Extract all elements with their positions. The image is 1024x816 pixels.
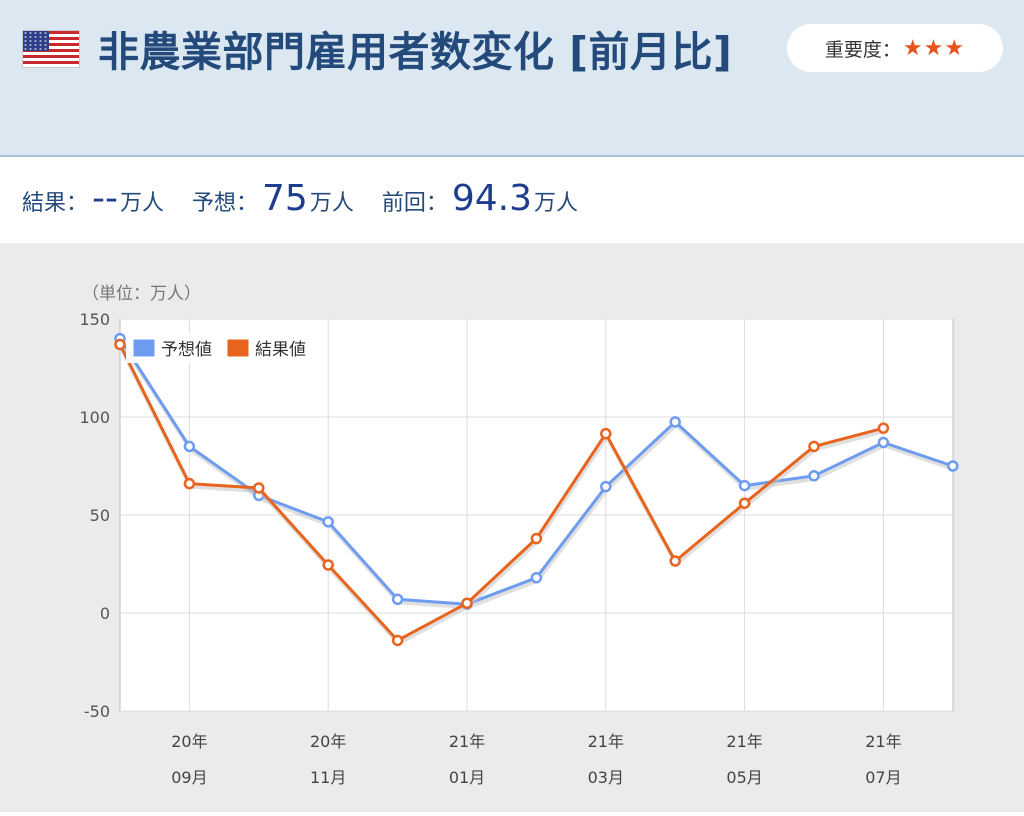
legend-swatch <box>132 338 156 358</box>
chart-area: 150 100 50 0 -50 20年 09月 20年 11月 21年 01月 21年 03月 21年 0… <box>0 243 1024 812</box>
previous-value: 94.3 <box>451 178 533 219</box>
data-point <box>253 482 265 494</box>
data-point <box>947 460 959 472</box>
previous-label: 前回： <box>381 191 448 216</box>
data-point <box>391 593 404 606</box>
forecast-label: 予想： <box>192 191 259 216</box>
series-shadow <box>119 346 885 646</box>
indicator-header: 非農業部門雇用者数変化 [前月比] 重要度： ★★★ <box>0 0 1024 157</box>
y-tick-label: 0 <box>100 604 110 623</box>
result-unit: 万人 <box>120 191 165 216</box>
x-tick-year: 21年 <box>588 732 624 751</box>
data-point <box>877 422 890 434</box>
data-point <box>183 440 196 453</box>
x-tick-month: 01月 <box>449 768 485 787</box>
data-point <box>461 597 473 609</box>
data-point <box>322 516 334 528</box>
indicator-title: 非農業部門雇用者数変化 [前月比] <box>98 28 733 76</box>
x-tick-year: 21年 <box>865 732 901 751</box>
x-tick-year: 20年 <box>310 732 346 751</box>
data-point <box>600 427 612 440</box>
importance-badge: 重要度： ★★★ <box>787 24 1003 72</box>
result-value: -- <box>92 178 118 219</box>
us-flag-icon <box>22 30 80 68</box>
x-tick-month: 09月 <box>171 768 207 787</box>
data-point <box>669 416 681 428</box>
forecast-value: 75 <box>262 178 308 219</box>
x-tick-year: 21年 <box>449 732 485 751</box>
data-point <box>183 477 196 490</box>
data-point <box>322 559 334 571</box>
data-point <box>808 440 820 453</box>
forecast-unit: 万人 <box>309 191 354 216</box>
data-point <box>877 436 890 449</box>
importance-stars-icon: ★★★ <box>902 35 966 61</box>
y-tick-label: -50 <box>84 702 110 721</box>
data-point <box>669 555 681 567</box>
result-label: 結果： <box>22 191 89 216</box>
data-point <box>530 571 543 584</box>
x-tick-month: 05月 <box>726 768 762 787</box>
data-point <box>738 479 751 492</box>
data-point <box>391 634 404 647</box>
y-tick-label: 150 <box>79 310 110 329</box>
series-line-actual <box>118 343 884 642</box>
x-tick-month: 07月 <box>865 768 901 787</box>
y-tick-label: 100 <box>79 408 110 427</box>
previous-unit: 万人 <box>534 191 579 216</box>
data-point <box>530 532 543 545</box>
importance-label: 重要度： <box>824 38 901 61</box>
data-point <box>114 338 126 351</box>
data-point <box>808 470 820 482</box>
indicator-stats: 結果： -- 万人 予想： 75 万人 前回： 94.3 万人 <box>22 178 578 228</box>
x-tick-year: 21年 <box>726 732 762 751</box>
x-tick-month: 11月 <box>310 768 346 787</box>
y-tick-label: 50 <box>90 506 110 525</box>
data-point <box>738 497 751 509</box>
line-chart: 150 100 50 0 -50 20年 09月 20年 11月 21年 01月 21年 03月 21年 0… <box>79 284 959 787</box>
legend-box <box>126 333 324 363</box>
unit-label: （単位：万人） <box>82 284 201 304</box>
x-tick-month: 03月 <box>588 768 624 787</box>
legend-label: 結果値 <box>255 340 306 360</box>
legend-label: 予想値 <box>161 340 212 360</box>
x-tick-year: 20年 <box>171 732 207 751</box>
legend-swatch <box>226 338 250 358</box>
data-point <box>600 480 612 493</box>
